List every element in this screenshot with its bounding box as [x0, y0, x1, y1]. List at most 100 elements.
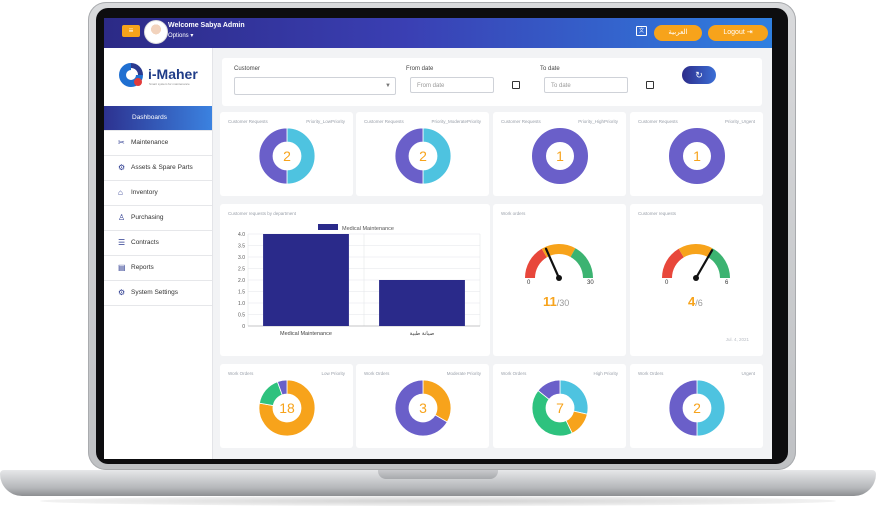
- card-title: Work Orders: [501, 371, 527, 376]
- donut-slice: [531, 389, 573, 437]
- language-icon[interactable]: 文: [636, 26, 647, 36]
- hamburger-icon[interactable]: ≡: [122, 25, 140, 37]
- bar: [379, 280, 465, 326]
- donut-slice: [532, 128, 588, 184]
- sidebar-item-label: Dashboards: [132, 114, 168, 121]
- sidebar-item-contracts[interactable]: ☰ Contracts: [104, 231, 212, 256]
- legend-swatch: [318, 224, 338, 230]
- donut-slice: [258, 127, 288, 185]
- donut-center-value: 2: [283, 148, 291, 164]
- donut-center-value: 2: [419, 148, 427, 164]
- donut-slice: [258, 379, 316, 437]
- gauge-band: [678, 244, 713, 258]
- tools-icon: ✂: [118, 138, 125, 147]
- donut-center-value: 2: [693, 400, 701, 416]
- donut-chart: 18: [258, 379, 316, 437]
- work-orders-gauge-card: Work orders 0 30 11/30: [493, 204, 626, 356]
- to-date-input[interactable]: To date: [544, 77, 628, 93]
- sidebar-item-label: System Settings: [131, 289, 178, 296]
- gauge-chart: [525, 244, 593, 281]
- avatar[interactable]: [144, 20, 168, 44]
- sidebar-item-dashboards[interactable]: Dashboards: [104, 106, 212, 131]
- sidebar-item-label: Purchasing: [131, 214, 164, 221]
- donut-center-value: 3: [419, 400, 427, 416]
- chevron-down-icon: ▼: [385, 83, 391, 89]
- card-title: Customer requests by department: [228, 211, 297, 216]
- from-date-label: From date: [406, 66, 434, 72]
- y-tick-label: 1.0: [238, 301, 245, 307]
- customer-requests-low-card: Customer Requests Priority_LowPriority 2: [220, 112, 353, 196]
- y-tick-label: 0: [242, 324, 245, 330]
- refresh-button[interactable]: ↻: [682, 66, 716, 84]
- y-tick-label: 2.5: [238, 267, 245, 273]
- sidebar-item-inventory[interactable]: ⌂ Inventory: [104, 181, 212, 206]
- contract-icon: ☰: [118, 238, 126, 247]
- gauge-max: 6: [725, 280, 729, 286]
- bar: [263, 234, 349, 326]
- donut-chart: 2: [258, 127, 316, 185]
- gauge-value-number: 11: [543, 294, 557, 309]
- gauge-min: 0: [527, 280, 531, 286]
- from-date-input[interactable]: From date: [410, 77, 494, 93]
- sidebar-item-reports[interactable]: ▤ Reports: [104, 256, 212, 281]
- gear-icon: ⚙: [118, 288, 126, 297]
- donut-slice: [669, 128, 725, 184]
- donut-slice: [394, 127, 424, 185]
- card-priority: Priority_LowPriority: [306, 119, 345, 124]
- report-icon: ▤: [118, 263, 126, 272]
- donut-chart: 7: [531, 379, 589, 437]
- date-note: Jul. 4, 2021: [725, 337, 749, 342]
- calendar-icon[interactable]: [646, 81, 654, 89]
- gauge-total: /30: [556, 298, 570, 308]
- donut-slice: [696, 379, 726, 437]
- customer-requests-moderate-card: Customer Requests Priority_ModeratePrior…: [356, 112, 489, 196]
- laptop-shadow: [40, 496, 836, 506]
- cart-icon: ♙: [118, 213, 126, 222]
- y-tick-label: 0.5: [238, 313, 245, 319]
- sidebar-item-label: Contracts: [131, 239, 159, 246]
- customer-label: Customer: [234, 66, 261, 72]
- donut-chart: 2: [394, 127, 452, 185]
- card-priority: Urgent: [741, 371, 755, 376]
- work-orders-high-card: Work Orders High Priority 7: [493, 364, 626, 448]
- donut-center-value: 7: [556, 400, 564, 416]
- filter-bar: Customer ▼ From date From date To date T…: [222, 58, 762, 106]
- gauge-band: [570, 248, 593, 278]
- card-priority: High Priority: [593, 371, 618, 376]
- card-title: Customer Requests: [638, 119, 678, 124]
- arabic-language-button[interactable]: العربية: [654, 25, 702, 41]
- logo-subtitle: Smart system for maintenance: [149, 82, 190, 86]
- customer-requests-urgent-card: Customer Requests Priority_Urgent 1: [630, 112, 763, 196]
- gauge-band: [707, 248, 730, 278]
- gauge-value-number: 4: [688, 294, 696, 309]
- sidebar-item-assets[interactable]: ⚙ Assets & Spare Parts: [104, 156, 212, 181]
- calendar-icon[interactable]: [512, 81, 520, 89]
- donut-slice: [668, 379, 698, 437]
- y-tick-label: 3.0: [238, 255, 245, 261]
- card-title: Work Orders: [638, 371, 664, 376]
- donut-slice: [286, 127, 316, 185]
- customer-select[interactable]: ▼: [234, 77, 396, 95]
- sidebar-item-maintenance[interactable]: ✂ Maintenance: [104, 131, 212, 156]
- y-tick-label: 1.5: [238, 290, 245, 296]
- logout-button[interactable]: Logout ⇥: [708, 25, 768, 41]
- donut-chart: 2: [668, 379, 726, 437]
- donut-slice: [559, 379, 589, 415]
- options-dropdown[interactable]: Options ▾: [168, 33, 194, 39]
- gauge-needle: [694, 249, 714, 280]
- sidebar-item-system-settings[interactable]: ⚙ System Settings: [104, 281, 212, 306]
- work-orders-moderate-card: Work Orders Moderate Priority 3: [356, 364, 489, 448]
- legend-label: Medical Maintenance: [342, 226, 394, 232]
- sidebar-item-purchasing[interactable]: ♙ Purchasing: [104, 206, 212, 231]
- card-title: Work Orders: [228, 371, 254, 376]
- donut-chart: 1: [669, 128, 725, 184]
- warehouse-icon: ⌂: [118, 188, 123, 197]
- logo-icon: [119, 63, 143, 87]
- y-tick-label: 4.0: [238, 232, 245, 238]
- work-orders-urgent-card: Work Orders Urgent 2: [630, 364, 763, 448]
- donut-center-value: 1: [693, 148, 701, 164]
- y-tick-label: 3.5: [238, 244, 245, 250]
- app-screen: ≡ Welcome Sabya Admin Options ▾ 文 العربي…: [104, 18, 772, 459]
- gauge-total: /6: [695, 298, 703, 308]
- logout-label: Logout: [723, 29, 745, 36]
